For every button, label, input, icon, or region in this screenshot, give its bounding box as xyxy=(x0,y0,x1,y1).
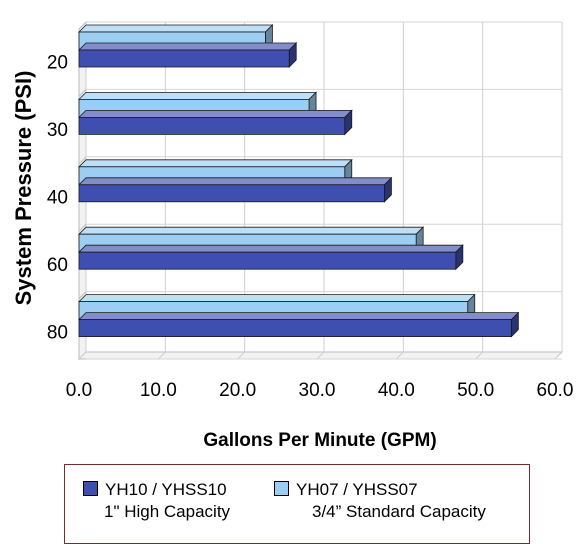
legend-entry-series-1: YH10 / YHSS10 1" High Capacity xyxy=(83,479,230,523)
x-tick-label: 60.0 xyxy=(537,380,574,401)
bar-top xyxy=(78,226,425,235)
x-tick-label: 10.0 xyxy=(140,380,177,401)
gridline-wall xyxy=(78,89,87,97)
bar-series-1 xyxy=(78,109,353,136)
bar-series-1 xyxy=(78,244,464,271)
gridline-floor xyxy=(554,351,563,360)
x-tick-label: 40.0 xyxy=(378,380,415,401)
y-tick-label: 80 xyxy=(47,322,68,343)
bar-top xyxy=(78,312,520,320)
bar-top xyxy=(78,244,464,253)
legend-entry-series-2: YH07 / YHSS07 3/4” Standard Capacity xyxy=(274,479,486,523)
bar-series-1 xyxy=(78,42,298,68)
legend-label-series-2: YH07 / YHSS07 xyxy=(296,480,418,499)
x-axis-title: Gallons Per Minute (GPM) xyxy=(203,430,436,451)
bar-top xyxy=(78,177,393,186)
legend-sublabel-series-2: 3/4” Standard Capacity xyxy=(312,502,486,521)
gridline-wall xyxy=(78,291,87,299)
legend-sublabel-series-1: 1" High Capacity xyxy=(104,502,231,521)
legend: YH10 / YHSS10 1" High Capacity YH07 / YH… xyxy=(64,464,530,544)
bar-top xyxy=(78,159,353,168)
gridline-floor xyxy=(157,351,166,360)
x-tick-label: 30.0 xyxy=(299,380,336,401)
y-axis-title: System Pressure (PSI) xyxy=(11,71,36,306)
y-tick-label: 60 xyxy=(47,255,68,276)
x-tick-label: 0.0 xyxy=(66,380,92,401)
x-tick-label: 50.0 xyxy=(457,380,494,401)
y-tick-label: 40 xyxy=(47,188,68,209)
gridline-wall xyxy=(78,156,87,165)
bar-face xyxy=(78,184,385,203)
bar-series-1 xyxy=(78,176,393,203)
bar-top xyxy=(78,92,318,100)
bar-face xyxy=(78,117,346,135)
bar-series-1 xyxy=(78,311,520,338)
bar-top xyxy=(78,294,476,302)
y-tick-label: 30 xyxy=(47,120,68,141)
gridline-floor xyxy=(475,351,484,360)
y-tick-label: 20 xyxy=(47,53,68,74)
gridline-floor xyxy=(395,351,404,360)
x-tick-label: 20.0 xyxy=(219,380,256,401)
gridline-floor xyxy=(316,351,325,360)
tick-labels: 0.0 10.0 20.0 30.0 40.0 50.0 60.0 20 30 40 60 80 xyxy=(47,53,574,401)
bar-top xyxy=(78,110,353,118)
bar-face xyxy=(78,49,290,68)
bars xyxy=(78,24,520,338)
bar-face xyxy=(78,319,512,338)
gridline-floor xyxy=(78,351,87,360)
bar-face xyxy=(78,251,457,270)
gridline-floor xyxy=(237,351,246,360)
gridline-wall xyxy=(78,223,87,232)
bar-top xyxy=(78,42,298,51)
legend-label-series-1: YH10 / YHSS10 xyxy=(105,480,227,499)
bar-top xyxy=(78,24,274,33)
legend-swatch-series-2 xyxy=(274,481,289,496)
legend-swatch-series-1 xyxy=(83,481,98,496)
